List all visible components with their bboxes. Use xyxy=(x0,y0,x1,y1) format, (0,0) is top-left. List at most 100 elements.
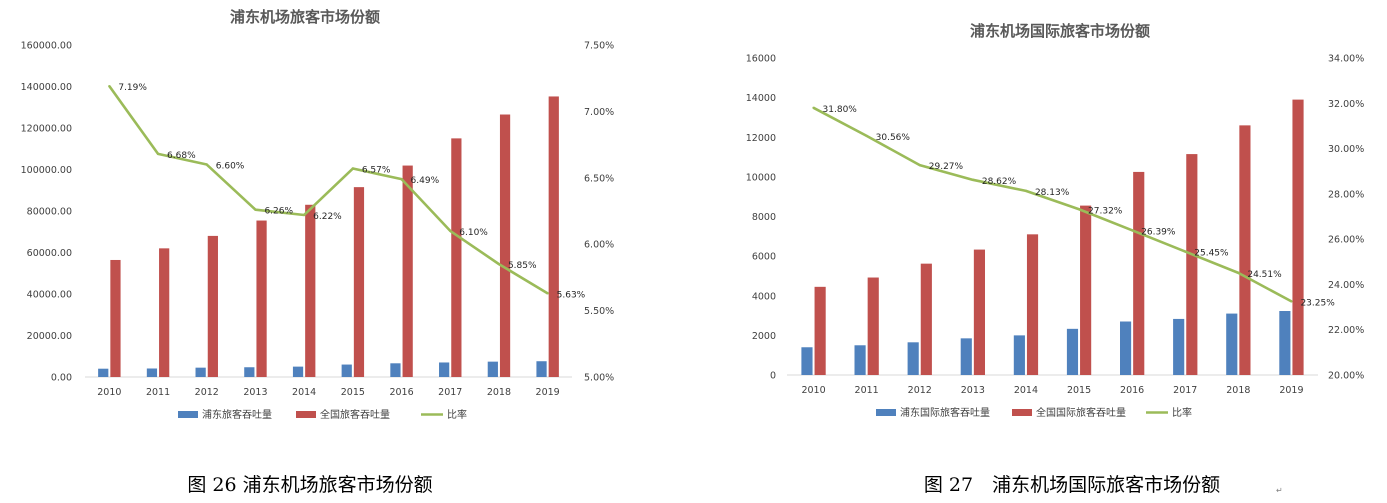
bar-national xyxy=(451,138,462,377)
y-left-tick-label: 140000.00 xyxy=(21,82,72,93)
bar-pudong xyxy=(1226,313,1238,375)
bar-national xyxy=(159,248,170,377)
ratio-data-label: 23.25% xyxy=(1300,298,1335,308)
figure-caption: 图 26 浦东机场旅客市场份额 xyxy=(187,474,432,496)
legend-swatch xyxy=(1012,409,1032,416)
ratio-point xyxy=(1130,229,1134,232)
legend-label: 比率 xyxy=(447,408,467,421)
ratio-point xyxy=(156,152,160,156)
x-tick-label: 2011 xyxy=(146,387,170,398)
bar-pudong xyxy=(292,366,304,377)
ratio-data-label: 28.62% xyxy=(982,177,1017,187)
x-tick-label: 2019 xyxy=(1279,385,1303,396)
y-right-tick-label: 7.50% xyxy=(584,41,614,52)
bar-pudong xyxy=(1066,328,1079,375)
figure-caption: 图 27 浦东机场国际旅客市场份额 xyxy=(924,474,1220,496)
ratio-data-label: 6.49% xyxy=(411,176,440,186)
y-right-tick-label: 30.00% xyxy=(1328,144,1364,155)
x-tick-label: 2010 xyxy=(801,385,825,396)
ratio-point xyxy=(1077,208,1081,211)
ratio-line xyxy=(108,85,549,295)
bar-pudong xyxy=(341,364,352,377)
ratio-point xyxy=(108,84,111,88)
ratio-data-label: 7.19% xyxy=(118,83,147,93)
bar-pudong xyxy=(487,361,498,377)
paragraph-mark: ↵ xyxy=(1276,486,1283,495)
bar-national xyxy=(402,165,413,377)
legend-swatch xyxy=(876,409,896,416)
y-right-tick-label: 6.00% xyxy=(584,240,614,251)
bar-national xyxy=(353,187,365,377)
y-left-tick-label: 40000.00 xyxy=(27,290,72,301)
ratio-data-label: 28.13% xyxy=(1035,188,1070,198)
legend-label: 全国国际旅客吞吐量 xyxy=(1036,406,1126,419)
legend-label: 浦东国际旅客吞吐量 xyxy=(900,406,990,419)
bar-pudong xyxy=(960,338,972,375)
bar-pudong xyxy=(1119,321,1132,375)
y-left-tick-label: 14000 xyxy=(746,93,776,104)
ratio-data-label: 5.85% xyxy=(508,261,537,271)
ratio-point xyxy=(971,178,975,182)
y-left-tick-label: 100000.00 xyxy=(21,165,72,176)
bar-national xyxy=(499,114,511,377)
ratio-data-label: 26.39% xyxy=(1141,227,1176,237)
x-tick-label: 2014 xyxy=(1014,385,1038,396)
ratio-data-label: 6.26% xyxy=(264,207,293,217)
x-tick-label: 2012 xyxy=(908,385,932,396)
chart-title: 浦东机场旅客市场份额 xyxy=(230,8,380,26)
ratio-point xyxy=(865,134,868,138)
ratio-data-label: 6.22% xyxy=(313,212,342,222)
ratio-point xyxy=(1237,271,1240,275)
bar-pudong xyxy=(390,363,401,377)
ratio-point xyxy=(351,167,355,170)
x-tick-label: 2018 xyxy=(487,387,511,398)
x-tick-label: 2011 xyxy=(855,385,879,396)
bar-national xyxy=(548,96,559,378)
bar-national xyxy=(973,249,986,375)
ratio-data-label: 5.63% xyxy=(557,290,586,300)
ratio-data-label: 6.60% xyxy=(216,162,245,172)
ratio-point xyxy=(205,163,208,166)
y-right-tick-label: 6.50% xyxy=(584,173,614,184)
bar-pudong xyxy=(195,367,206,377)
ratio-data-label: 31.80% xyxy=(823,105,858,115)
x-tick-label: 2017 xyxy=(1173,385,1197,396)
ratio-point xyxy=(1024,189,1028,193)
bar-national xyxy=(256,220,267,377)
bar-pudong xyxy=(1279,311,1291,375)
x-tick-label: 2019 xyxy=(536,387,560,398)
y-left-tick-label: 4000 xyxy=(752,291,776,302)
ratio-point xyxy=(546,292,549,295)
ratio-point xyxy=(918,163,921,167)
ratio-point xyxy=(1184,250,1187,253)
bar-pudong xyxy=(536,361,547,377)
bar-national xyxy=(305,204,316,377)
bar-pudong xyxy=(439,362,450,377)
bar-pudong xyxy=(98,368,109,377)
bar-national xyxy=(1186,154,1198,375)
y-left-tick-label: 0 xyxy=(770,371,776,382)
y-left-tick-label: 20000.00 xyxy=(27,331,72,342)
ratio-data-label: 6.10% xyxy=(459,228,488,238)
chart-title: 浦东机场国际旅客市场份额 xyxy=(970,22,1150,40)
x-tick-label: 2013 xyxy=(243,387,267,398)
y-right-tick-label: 28.00% xyxy=(1328,189,1364,200)
ratio-data-label: 27.32% xyxy=(1088,206,1123,216)
x-tick-label: 2015 xyxy=(1067,385,1091,396)
legend-swatch xyxy=(178,411,198,418)
y-left-tick-label: 0.00 xyxy=(51,373,72,384)
y-left-tick-label: 16000 xyxy=(746,54,776,65)
bar-national xyxy=(814,286,826,375)
ratio-data-label: 30.56% xyxy=(876,133,911,143)
x-tick-label: 2013 xyxy=(961,385,985,396)
bar-pudong xyxy=(854,345,866,375)
x-tick-label: 2016 xyxy=(389,387,413,398)
y-right-tick-label: 7.00% xyxy=(584,107,614,118)
bar-pudong xyxy=(801,347,813,375)
bar-national xyxy=(1080,205,1092,375)
bar-national xyxy=(1026,234,1039,375)
x-tick-label: 2012 xyxy=(195,387,219,398)
y-right-tick-label: 34.00% xyxy=(1328,54,1364,65)
y-left-tick-label: 160000.00 xyxy=(21,41,72,52)
